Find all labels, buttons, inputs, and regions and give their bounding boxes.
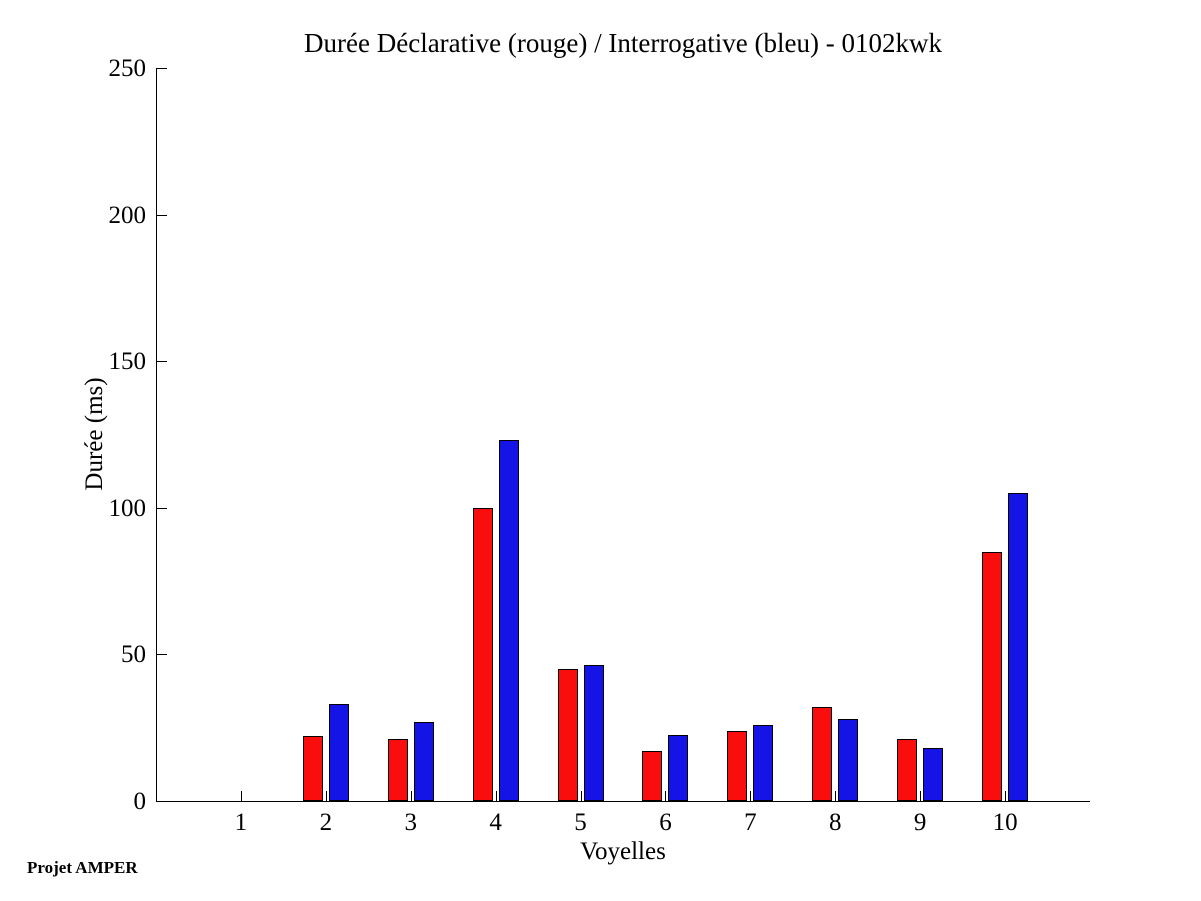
y-tick-label: 100 [108, 494, 147, 522]
y-tick-label: 150 [108, 348, 147, 376]
bar-declarative-4 [472, 508, 493, 801]
y-tick [157, 361, 167, 363]
x-tick-label: 6 [659, 809, 672, 836]
x-tick [240, 791, 242, 801]
x-tick [580, 791, 582, 801]
bar-declarative-5 [557, 669, 578, 801]
y-tick [157, 507, 167, 509]
bar-interrogative-8 [838, 719, 859, 801]
x-tick-label: 4 [489, 809, 502, 836]
x-tick [1005, 791, 1007, 801]
bar-declarative-8 [812, 707, 833, 801]
x-tick-label: 10 [992, 809, 1018, 836]
y-tick-label: 200 [108, 201, 147, 229]
y-tick [157, 654, 167, 656]
x-tick [835, 791, 837, 801]
x-tick [665, 791, 667, 801]
bar-declarative-10 [982, 552, 1003, 801]
x-tick [495, 791, 497, 801]
y-tick-label: 250 [108, 55, 147, 82]
bar-declarative-9 [897, 739, 918, 801]
x-tick [325, 791, 327, 801]
x-tick [920, 791, 922, 801]
x-tick-label: 1 [234, 809, 248, 836]
x-tick [750, 791, 752, 801]
x-tick [410, 791, 412, 801]
bar-interrogative-7 [753, 725, 774, 801]
x-tick-label: 3 [404, 809, 417, 836]
x-axis-line [156, 801, 1090, 802]
bar-interrogative-2 [328, 704, 349, 801]
y-axis-label: Durée (ms) [81, 377, 108, 491]
bar-interrogative-4 [498, 440, 519, 801]
y-axis-line [156, 68, 157, 802]
bar-declarative-7 [727, 731, 748, 801]
bar-interrogative-9 [923, 748, 944, 801]
bar-interrogative-10 [1008, 493, 1029, 801]
y-tick [157, 214, 167, 216]
x-tick-label: 5 [574, 809, 587, 836]
x-tick-label: 2 [319, 809, 333, 836]
x-tick-label: 9 [913, 809, 927, 836]
x-tick-label: 7 [744, 809, 757, 836]
bar-interrogative-3 [413, 722, 434, 801]
project-label: Projet AMPER [27, 858, 138, 877]
x-tick-label: 8 [829, 809, 842, 836]
chart-title: Durée Déclarative (rouge) / Interrogativ… [304, 28, 942, 58]
y-tick-label: 50 [121, 641, 146, 669]
bar-interrogative-6 [668, 735, 689, 801]
y-tick [157, 68, 167, 69]
y-tick [157, 801, 167, 802]
bar-interrogative-5 [583, 665, 604, 801]
bar-declarative-3 [387, 739, 408, 801]
x-axis-label: Voyelles [580, 838, 666, 865]
bar-declarative-2 [302, 736, 323, 801]
y-tick-label: 0 [133, 788, 147, 815]
bar-declarative-6 [642, 751, 663, 801]
